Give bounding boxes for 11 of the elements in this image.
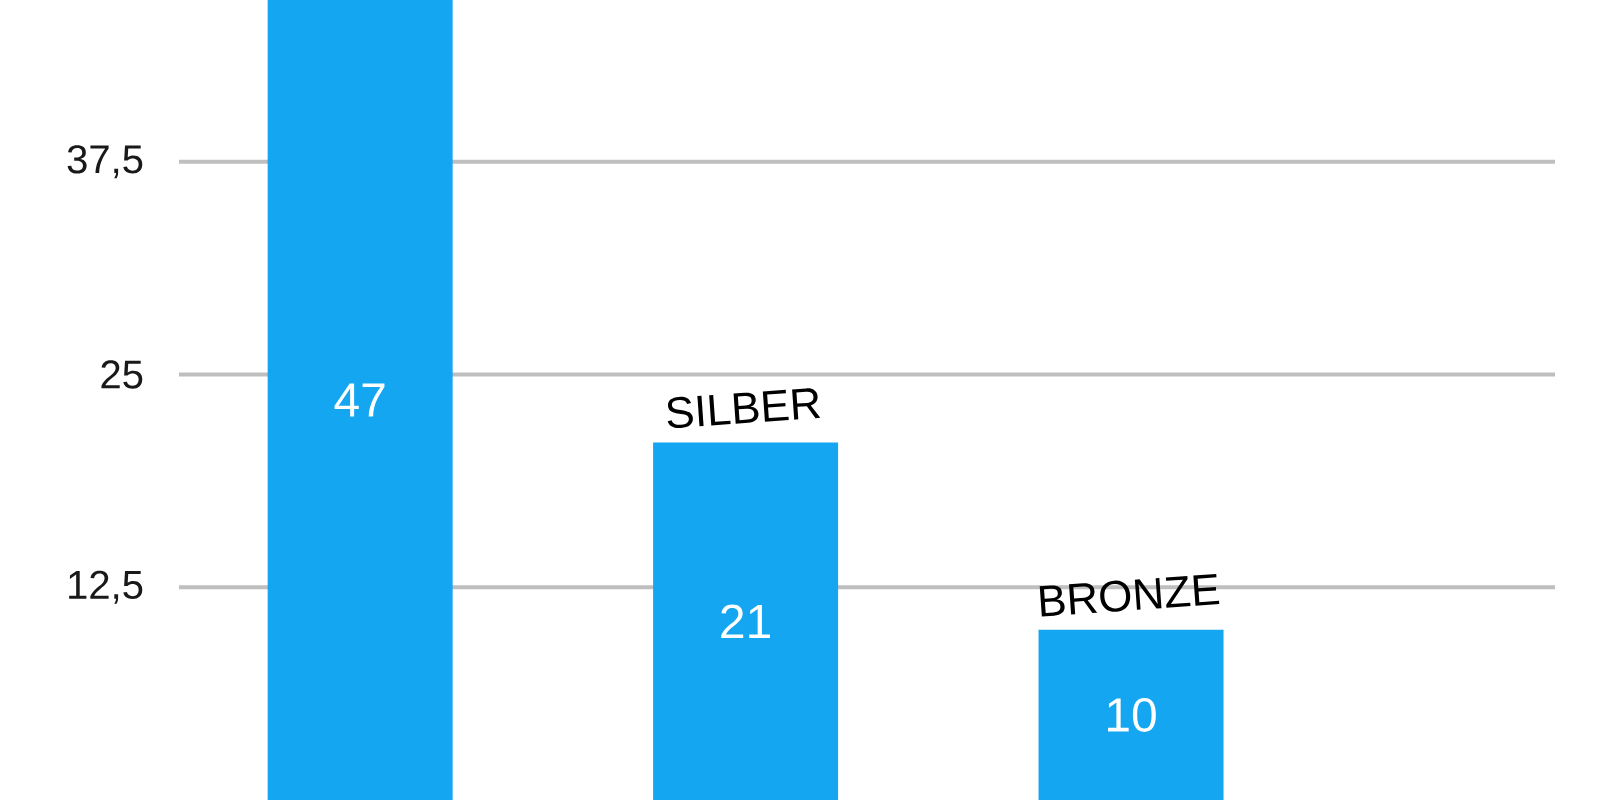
x-tick-label: SILBER [667, 388, 821, 429]
x-tick-label: BRONZE [1039, 573, 1220, 617]
y-tick-label: 25 [101, 360, 143, 389]
data-label: 21 [721, 604, 770, 639]
bar [267, 0, 453, 800]
data-label: 10 [1108, 697, 1156, 732]
bar [1038, 629, 1224, 800]
y-tick-label: 37,5 [67, 145, 143, 179]
data-label: 47 [334, 383, 385, 417]
y-tick-label: 12,5 [69, 570, 143, 604]
bar [653, 442, 839, 800]
